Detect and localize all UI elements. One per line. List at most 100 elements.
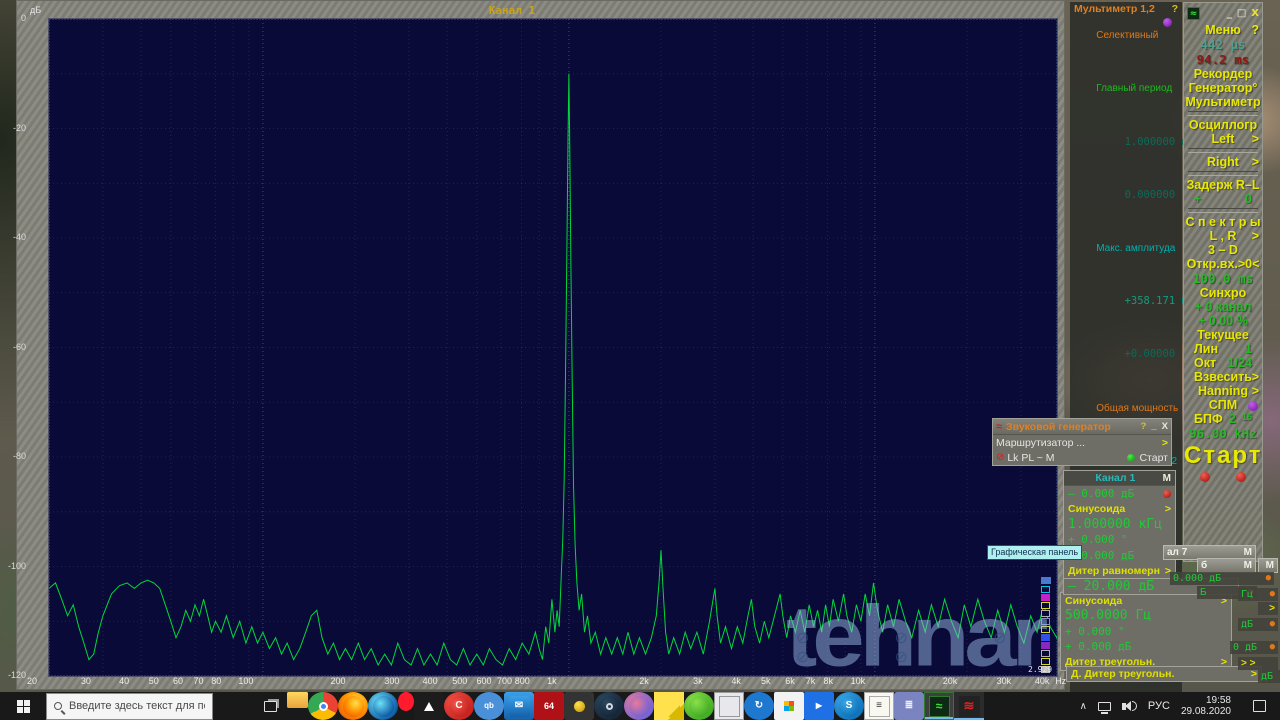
skype-icon[interactable]: S (834, 692, 864, 720)
multimeter-titlebar[interactable]: Мультиметр 1,2 ? (1070, 3, 1182, 16)
notifications-button[interactable] (1242, 692, 1276, 720)
search-input[interactable] (69, 700, 205, 712)
control-panel-button[interactable]: Меню ? (1205, 23, 1259, 37)
generator-titlebar[interactable]: ≈ Звуковой генератор ? _ X (993, 419, 1171, 435)
control-panel-button[interactable]: +0 (1194, 192, 1252, 206)
steam-icon[interactable] (594, 692, 624, 720)
database-app-icon[interactable]: ≣ (894, 692, 924, 720)
minimize-button[interactable]: _ (1151, 421, 1157, 432)
background-window-fragment[interactable]: Гц ● (1238, 588, 1278, 601)
background-window-fragment[interactable]: 0.000 дБ ● (1170, 572, 1274, 585)
control-panel-button[interactable]: + 0 канал (1194, 300, 1252, 314)
firefox-icon[interactable] (338, 692, 368, 720)
control-panel-button[interactable]: Осциллогр (1188, 118, 1258, 132)
background-window-fragment[interactable]: М (1258, 558, 1278, 573)
control-panel-button[interactable]: Hanning > (1198, 384, 1259, 398)
close-button[interactable]: X (1251, 7, 1259, 19)
marker-swatch[interactable] (1041, 602, 1050, 609)
control-panel-button[interactable]: 100.0 ms (1192, 271, 1254, 286)
language-indicator[interactable]: РУС (1147, 700, 1170, 712)
help-icon[interactable]: ? (1171, 3, 1178, 15)
marker-swatch[interactable] (1041, 586, 1050, 593)
chrome-icon[interactable] (308, 692, 338, 720)
taskbar-search[interactable] (46, 692, 213, 720)
mail-icon[interactable]: ✉ (504, 692, 534, 720)
clock[interactable]: 19:58 29.08.2020 (1181, 695, 1231, 717)
control-panel-button[interactable]: 3 – D (1208, 243, 1238, 257)
toggle-dot-icon[interactable] (1248, 401, 1258, 411)
router-row[interactable]: Маршрутизатор ... > (996, 436, 1168, 449)
control-panel-button[interactable]: + 0.00 % (1198, 314, 1248, 328)
mute-button[interactable]: М (1162, 472, 1171, 484)
control-panel-button[interactable]: 94.2 ms (1196, 52, 1250, 67)
dither-overlay-row[interactable]: Д. Дитер треугольн. > (1066, 666, 1262, 682)
control-panel-button[interactable]: 96.00 kHz (1189, 426, 1257, 441)
control-panel-button[interactable] (1188, 148, 1258, 153)
control-panel-button[interactable]: Старт (1184, 442, 1263, 469)
background-window-fragment[interactable]: дБ (1258, 670, 1280, 683)
movies-tv-icon[interactable]: ▶ (804, 692, 834, 720)
marker-swatch[interactable] (1041, 618, 1050, 625)
channel2-dither-select[interactable]: Дитер треугольн. > (1065, 656, 1227, 668)
marker-swatch[interactable] (1041, 626, 1050, 633)
generator-app-icon[interactable]: ≋ (954, 692, 984, 720)
chevron-right-icon[interactable]: > (1164, 564, 1171, 577)
ms-store-icon[interactable] (774, 692, 804, 720)
chevron-right-icon[interactable]: > (1164, 503, 1171, 515)
sticky-notes-icon[interactable] (654, 692, 684, 720)
volume-icon[interactable] (1121, 701, 1137, 711)
document-app-icon[interactable]: ≡ (864, 692, 894, 720)
updater-icon[interactable]: ↻ (744, 692, 774, 720)
marker-swatch[interactable] (1041, 594, 1050, 601)
close-button[interactable]: X (1161, 421, 1168, 432)
network-icon[interactable] (1097, 701, 1111, 714)
channel1-waveform-select[interactable]: Синусоида > (1068, 503, 1171, 515)
start-button[interactable] (0, 692, 46, 720)
systemcare-icon[interactable] (684, 692, 714, 720)
chevron-right-icon[interactable]: > (1220, 656, 1227, 668)
channel2-frequency-field[interactable]: 500.0000 Гц (1065, 608, 1152, 624)
chevron-right-icon[interactable]: > (1251, 155, 1259, 169)
control-panel-button[interactable]: СПМ (1184, 398, 1262, 412)
control-panel-button[interactable]: Синхро (1199, 286, 1247, 300)
control-panel-button[interactable] (1188, 171, 1258, 176)
control-panel-button[interactable]: L , R > (1209, 229, 1259, 243)
fox-app-icon[interactable] (414, 692, 444, 720)
control-panel-button[interactable]: Рекордер (1193, 67, 1253, 81)
control-panel-button[interactable]: БПФ 2 15 (1194, 412, 1252, 426)
spectrum-analyzer-app-icon[interactable]: ≈ (924, 692, 954, 720)
qbittorrent-icon[interactable]: qb (474, 692, 504, 720)
control-panel-button[interactable] (1188, 111, 1258, 116)
marker-swatch[interactable] (1041, 666, 1050, 673)
control-panel-button[interactable]: Задерж R–L (1186, 178, 1260, 192)
control-panel-button[interactable]: Right > (1207, 155, 1259, 169)
control-panel-button[interactable]: Мультиметр (1185, 95, 1261, 109)
marker-swatch[interactable] (1041, 610, 1050, 617)
marker-swatch[interactable] (1041, 658, 1050, 665)
chevron-right-icon[interactable]: > (1250, 668, 1257, 680)
chevron-right-icon[interactable]: > (1251, 384, 1259, 398)
aida64-icon[interactable]: 64 (534, 692, 564, 720)
channel2-phase-field[interactable]: + 0.000 ° (1065, 624, 1125, 638)
control-panel-button[interactable]: Генератор° (1188, 81, 1258, 95)
tray-chevron-icon[interactable]: ∧ (1079, 700, 1087, 712)
channel1-level-field[interactable]: – 0.000 дБ (1064, 486, 1175, 502)
background-window-fragment[interactable]: б М (1197, 558, 1256, 573)
background-window-fragment[interactable]: > (1258, 602, 1278, 615)
channel2-amplitude-field[interactable]: + 0.000 дБ (1065, 640, 1132, 654)
ccleaner-icon[interactable]: C (444, 692, 474, 720)
channel1-frequency-field[interactable]: 1.000000 кГц (1068, 516, 1162, 532)
chevron-right-icon[interactable]: > (1220, 594, 1227, 607)
chevron-right-icon[interactable]: ? (1251, 23, 1259, 37)
chevron-right-icon[interactable]: > (1251, 132, 1259, 146)
marker-scroll-nub[interactable] (1041, 577, 1051, 584)
control-panel-button[interactable]: Left > (1211, 132, 1259, 146)
channel2-waveform-select[interactable]: Синусоида > (1065, 594, 1227, 607)
control-panel-button[interactable]: Откр.вх.>0< (1186, 257, 1260, 271)
link-row[interactable]: ⊘ Lk PL ~ М Старт (996, 451, 1168, 464)
task-view-button[interactable] (253, 692, 287, 720)
channel1-phase-field[interactable]: + 0.000 ° (1068, 533, 1128, 547)
channel1-titlebar[interactable]: Канал 1 М (1064, 471, 1175, 486)
marker-swatch[interactable] (1041, 650, 1050, 657)
background-window-fragment[interactable]: 0 дБ ● (1230, 641, 1278, 654)
